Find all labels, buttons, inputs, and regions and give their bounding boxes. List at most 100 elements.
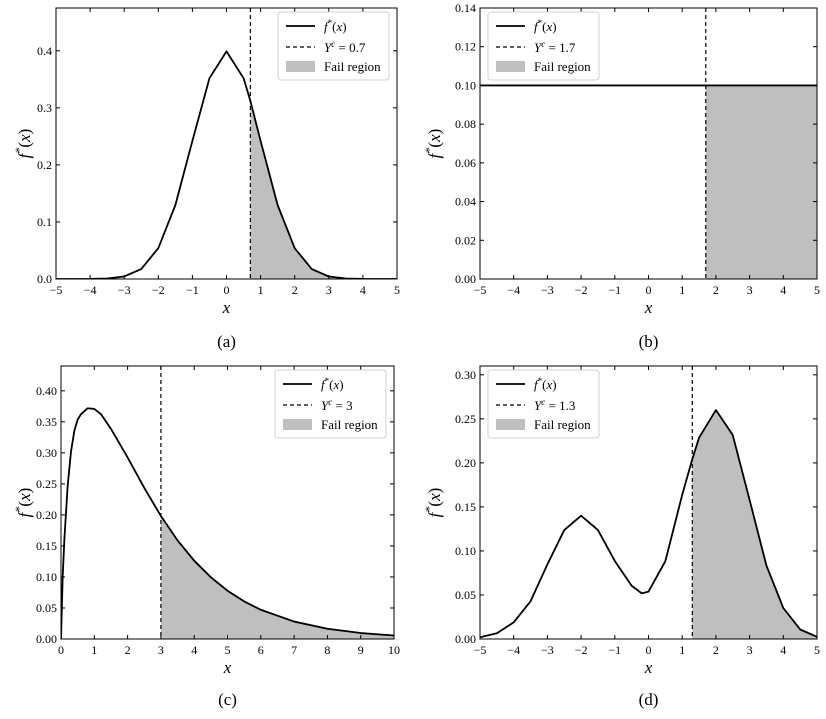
x-tick-label: 0	[224, 283, 230, 297]
legend-fill-swatch	[283, 419, 312, 430]
legend-threshold-label: Yc = 1.3	[534, 397, 575, 413]
panel-caption: (b)	[639, 332, 659, 351]
x-tick-label: 1	[679, 283, 685, 297]
x-tick-label: −4	[84, 283, 97, 297]
y-axis-label: f*(x)	[12, 129, 34, 159]
x-axis-label: x	[222, 298, 231, 317]
x-tick-label: 1	[258, 283, 264, 297]
x-tick-label: −5	[50, 283, 63, 297]
x-tick-label: 2	[125, 643, 131, 657]
x-axis-label: x	[644, 658, 653, 677]
x-axis-label: x	[223, 658, 232, 677]
y-tick-label: 0.15	[455, 500, 476, 514]
legend-fill-swatch	[496, 61, 525, 72]
y-tick-label: 0.10	[455, 544, 476, 558]
x-tick-label: 1	[91, 643, 97, 657]
x-tick-label: 3	[326, 283, 332, 297]
y-tick-label: 0.10	[455, 78, 476, 92]
y-tick-label: 0.05	[36, 601, 57, 615]
legend: f*(x) Yc = 0.7 Fail region	[277, 11, 390, 81]
legend-fill-swatch	[286, 61, 315, 72]
density-curve	[480, 409, 817, 639]
x-tick-label: 8	[324, 643, 330, 657]
y-axis-label: f*(x)	[12, 488, 34, 518]
density-curve	[56, 50, 397, 279]
chart-panel-a: −5 −4 −3 −2 −1 0 1 2 3 4 50.00.10.20.30.4xf*(x)f*(…	[12, 7, 400, 351]
legend-curve-label: f*(x)	[321, 376, 344, 392]
legend-curve-label: f*(x)	[534, 18, 557, 34]
x-tick-label: −2	[575, 643, 588, 657]
x-tick-label: 3	[747, 283, 753, 297]
x-tick-label: −2	[575, 283, 588, 297]
y-tick-label: 0.30	[36, 446, 57, 460]
legend-fill-swatch	[496, 419, 525, 430]
x-tick-label: 4	[780, 283, 786, 297]
y-tick-label: 0.30	[455, 368, 476, 382]
fail-region-area	[250, 100, 397, 279]
y-tick-label: 0.12	[455, 40, 476, 54]
y-tick-label: 0.05	[455, 588, 476, 602]
y-tick-label: 0.1	[37, 215, 52, 229]
panel-caption: (a)	[217, 332, 236, 351]
density-curve	[61, 407, 394, 639]
y-tick-label: 0.00	[36, 632, 57, 646]
x-tick-label: 5	[814, 643, 820, 657]
panel-caption: (d)	[639, 690, 659, 709]
x-tick-label: −2	[152, 283, 165, 297]
x-tick-label: 10	[388, 643, 400, 657]
x-tick-label: 2	[713, 283, 719, 297]
y-tick-label: 0.08	[455, 117, 476, 131]
legend-threshold-label: Yc = 0.7	[324, 39, 366, 55]
x-tick-label: 5	[394, 283, 400, 297]
chart-panel-b: −5 −4 −3 −2 −1 0 1 2 3 4 5 0.00 0.02 0.04 0.06 0.08 0.10…	[422, 1, 820, 351]
x-tick-label: 5	[814, 283, 820, 297]
y-tick-label: 0.0	[37, 272, 52, 286]
x-tick-label: 9	[358, 643, 364, 657]
x-tick-label: −1	[608, 283, 621, 297]
legend-fill-label: Fail region	[534, 59, 591, 74]
x-tick-label: −1	[186, 283, 199, 297]
y-tick-label: 0.35	[36, 415, 57, 429]
x-tick-label: 4	[780, 643, 786, 657]
y-tick-label: 0.4	[37, 44, 52, 58]
y-axis-label: f*(x)	[422, 488, 444, 518]
y-tick-label: 0.20	[36, 508, 57, 522]
legend-fill-label: Fail region	[321, 417, 378, 432]
y-tick-label: 0.02	[455, 233, 476, 247]
y-tick-label: 0.25	[36, 477, 57, 491]
x-axis-label: x	[644, 298, 653, 317]
y-tick-label: 0.04	[455, 195, 476, 209]
x-tick-label: 0	[646, 283, 652, 297]
fail-region-area	[160, 515, 394, 639]
x-tick-label: −5	[474, 643, 487, 657]
legend-curve-label: f*(x)	[534, 376, 557, 392]
chart-panel-d: −5 −4 −3 −2 −1 0 1 2 3 4 5 0.00 0.05 0.10 0.15 0.20 0.25…	[422, 365, 820, 709]
y-tick-label: 0.20	[455, 456, 476, 470]
legend: f*(x) Yc = 1.7 Fail region	[487, 11, 600, 81]
y-tick-label: 0.00	[455, 632, 476, 646]
y-tick-label: 0.25	[455, 412, 476, 426]
x-tick-label: −3	[541, 643, 554, 657]
legend: f*(x) Yc = 1.3 Fail region	[487, 369, 600, 439]
x-tick-label: −5	[474, 283, 487, 297]
legend: f*(x) Yc = 3 Fail region	[274, 369, 387, 439]
y-tick-label: 0.3	[37, 101, 52, 115]
y-tick-label: 0.10	[36, 570, 57, 584]
legend-threshold-label: Yc = 3	[321, 397, 353, 413]
x-tick-label: 5	[225, 643, 231, 657]
y-tick-label: 0.2	[37, 158, 52, 172]
x-tick-label: −3	[541, 283, 554, 297]
x-tick-label: 2	[292, 283, 298, 297]
panel-caption: (c)	[218, 690, 237, 709]
x-tick-label: 1	[679, 643, 685, 657]
fail-region-area	[705, 85, 817, 279]
x-tick-label: 4	[360, 283, 366, 297]
fail-region-area	[692, 410, 817, 639]
legend-fill-label: Fail region	[534, 417, 591, 432]
x-tick-label: 0	[646, 643, 652, 657]
x-tick-label: 3	[158, 643, 164, 657]
x-tick-label: −1	[608, 643, 621, 657]
x-tick-label: 3	[747, 643, 753, 657]
x-tick-label: 7	[291, 643, 297, 657]
